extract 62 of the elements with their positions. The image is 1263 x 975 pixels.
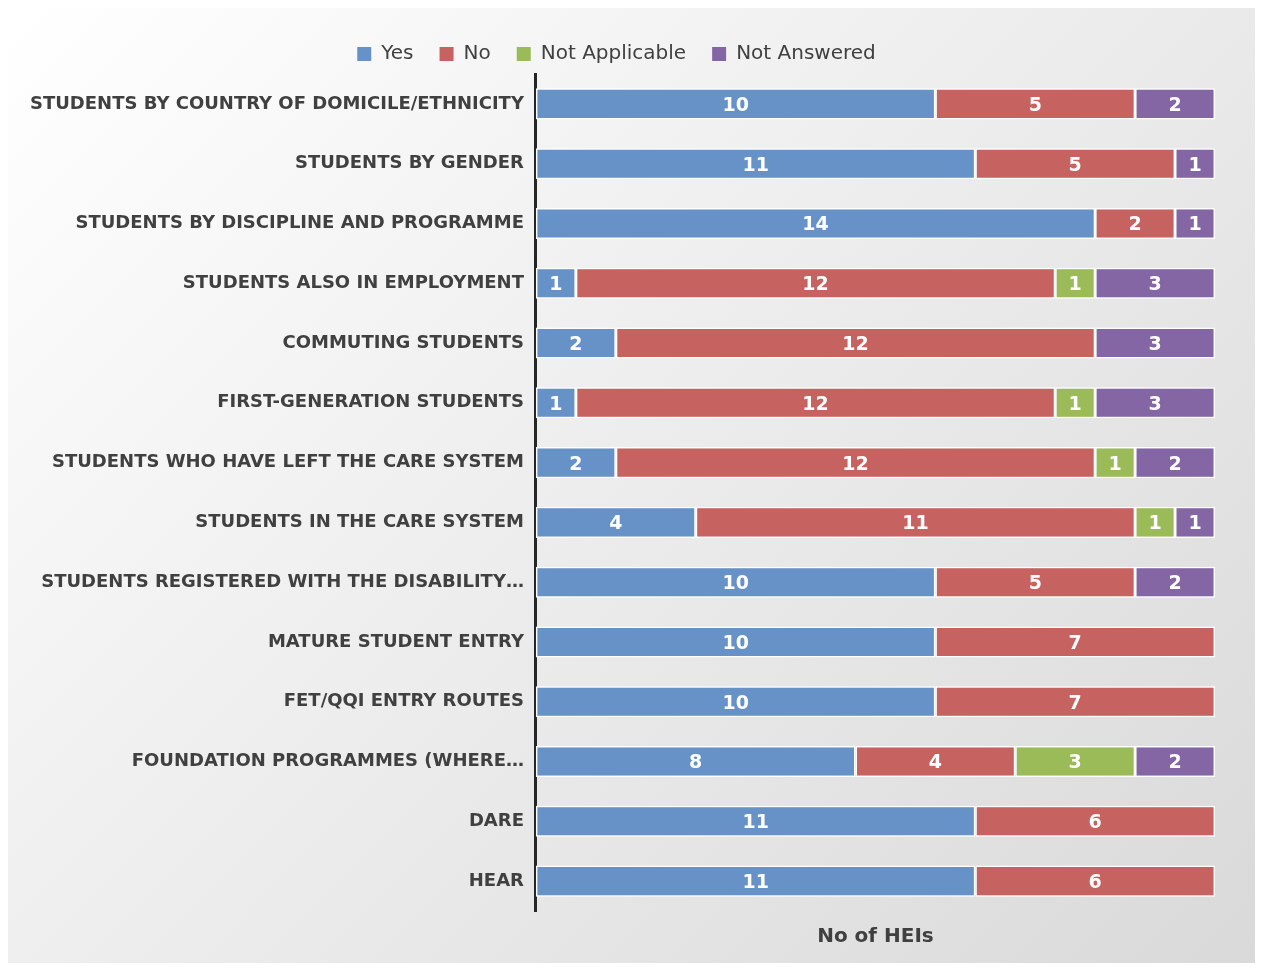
data-label: 1: [1068, 272, 1082, 295]
data-label: 5: [1028, 92, 1042, 115]
data-label: 2: [569, 451, 583, 474]
data-label: 10: [722, 92, 749, 115]
data-label: 5: [1028, 571, 1042, 594]
data-label: 11: [742, 870, 769, 893]
data-label: 3: [1148, 272, 1162, 295]
data-label: 12: [842, 331, 869, 354]
data-label: 11: [742, 810, 769, 833]
data-label: 1: [1188, 152, 1202, 175]
y-tick-label: STUDENTS ALSO IN EMPLOYMENT: [182, 270, 525, 292]
data-label: 1: [549, 272, 563, 295]
data-label: 1: [1108, 451, 1122, 474]
data-label: 3: [1148, 391, 1162, 414]
data-label: 10: [722, 630, 749, 653]
y-tick-label: FET/QQI ENTRY ROUTES: [283, 689, 524, 711]
data-label: 2: [1168, 571, 1182, 594]
data-label: 12: [802, 391, 829, 414]
data-label: 2: [569, 331, 583, 354]
data-label: 6: [1088, 810, 1102, 833]
data-label: 7: [1068, 630, 1082, 653]
legend-label: No: [463, 40, 491, 65]
data-label: 1: [1188, 511, 1202, 534]
data-label: 3: [1068, 750, 1082, 773]
data-label: 11: [742, 152, 769, 175]
legend-label: Not Applicable: [540, 40, 687, 65]
y-tick-label: MATURE STUDENT ENTRY: [267, 629, 525, 651]
data-label: 3: [1148, 331, 1162, 354]
y-tick-label: FOUNDATION PROGRAMMES (WHERE…: [131, 749, 524, 771]
y-tick-label: STUDENTS WHO HAVE LEFT THE CARE SYSTEM: [51, 450, 524, 472]
data-label: 4: [928, 750, 942, 773]
data-label: 5: [1068, 152, 1082, 175]
data-label: 7: [1068, 690, 1082, 713]
x-axis-title: No of HEIs: [817, 923, 934, 948]
y-tick-label: DARE: [468, 808, 524, 830]
data-label: 6: [1088, 870, 1102, 893]
data-label: 14: [802, 212, 829, 235]
data-label: 2: [1168, 92, 1182, 115]
data-label: 8: [689, 750, 703, 773]
data-label: 2: [1168, 451, 1182, 474]
data-label: 1: [1188, 212, 1202, 235]
data-label: 11: [902, 511, 929, 534]
y-tick-label: STUDENTS BY COUNTRY OF DOMICILE/ETHNICITY: [30, 91, 525, 113]
data-label: 10: [722, 690, 749, 713]
data-label: 12: [842, 451, 869, 474]
y-tick-label: HEAR: [468, 868, 525, 890]
data-label: 1: [1068, 391, 1082, 414]
data-label: 12: [802, 272, 829, 295]
data-label: 2: [1128, 212, 1142, 235]
data-label: 1: [549, 391, 563, 414]
data-label: 1: [1148, 511, 1162, 534]
legend-label: Yes: [380, 40, 414, 65]
y-tick-label: FIRST-GENERATION STUDENTS: [217, 390, 524, 412]
data-label: 4: [609, 511, 623, 534]
data-label: 2: [1168, 750, 1182, 773]
legend-label: Not Answered: [736, 40, 876, 65]
y-tick-label: STUDENTS BY GENDER: [295, 151, 525, 173]
y-tick-label: COMMUTING STUDENTS: [282, 330, 524, 352]
y-tick-label: STUDENTS BY DISCIPLINE AND PROGRAMME: [75, 211, 524, 233]
data-label: 10: [722, 571, 749, 594]
y-tick-label: STUDENTS IN THE CARE SYSTEM: [195, 510, 524, 532]
y-tick-label: STUDENTS REGISTERED WITH THE DISABILITY…: [41, 569, 524, 591]
